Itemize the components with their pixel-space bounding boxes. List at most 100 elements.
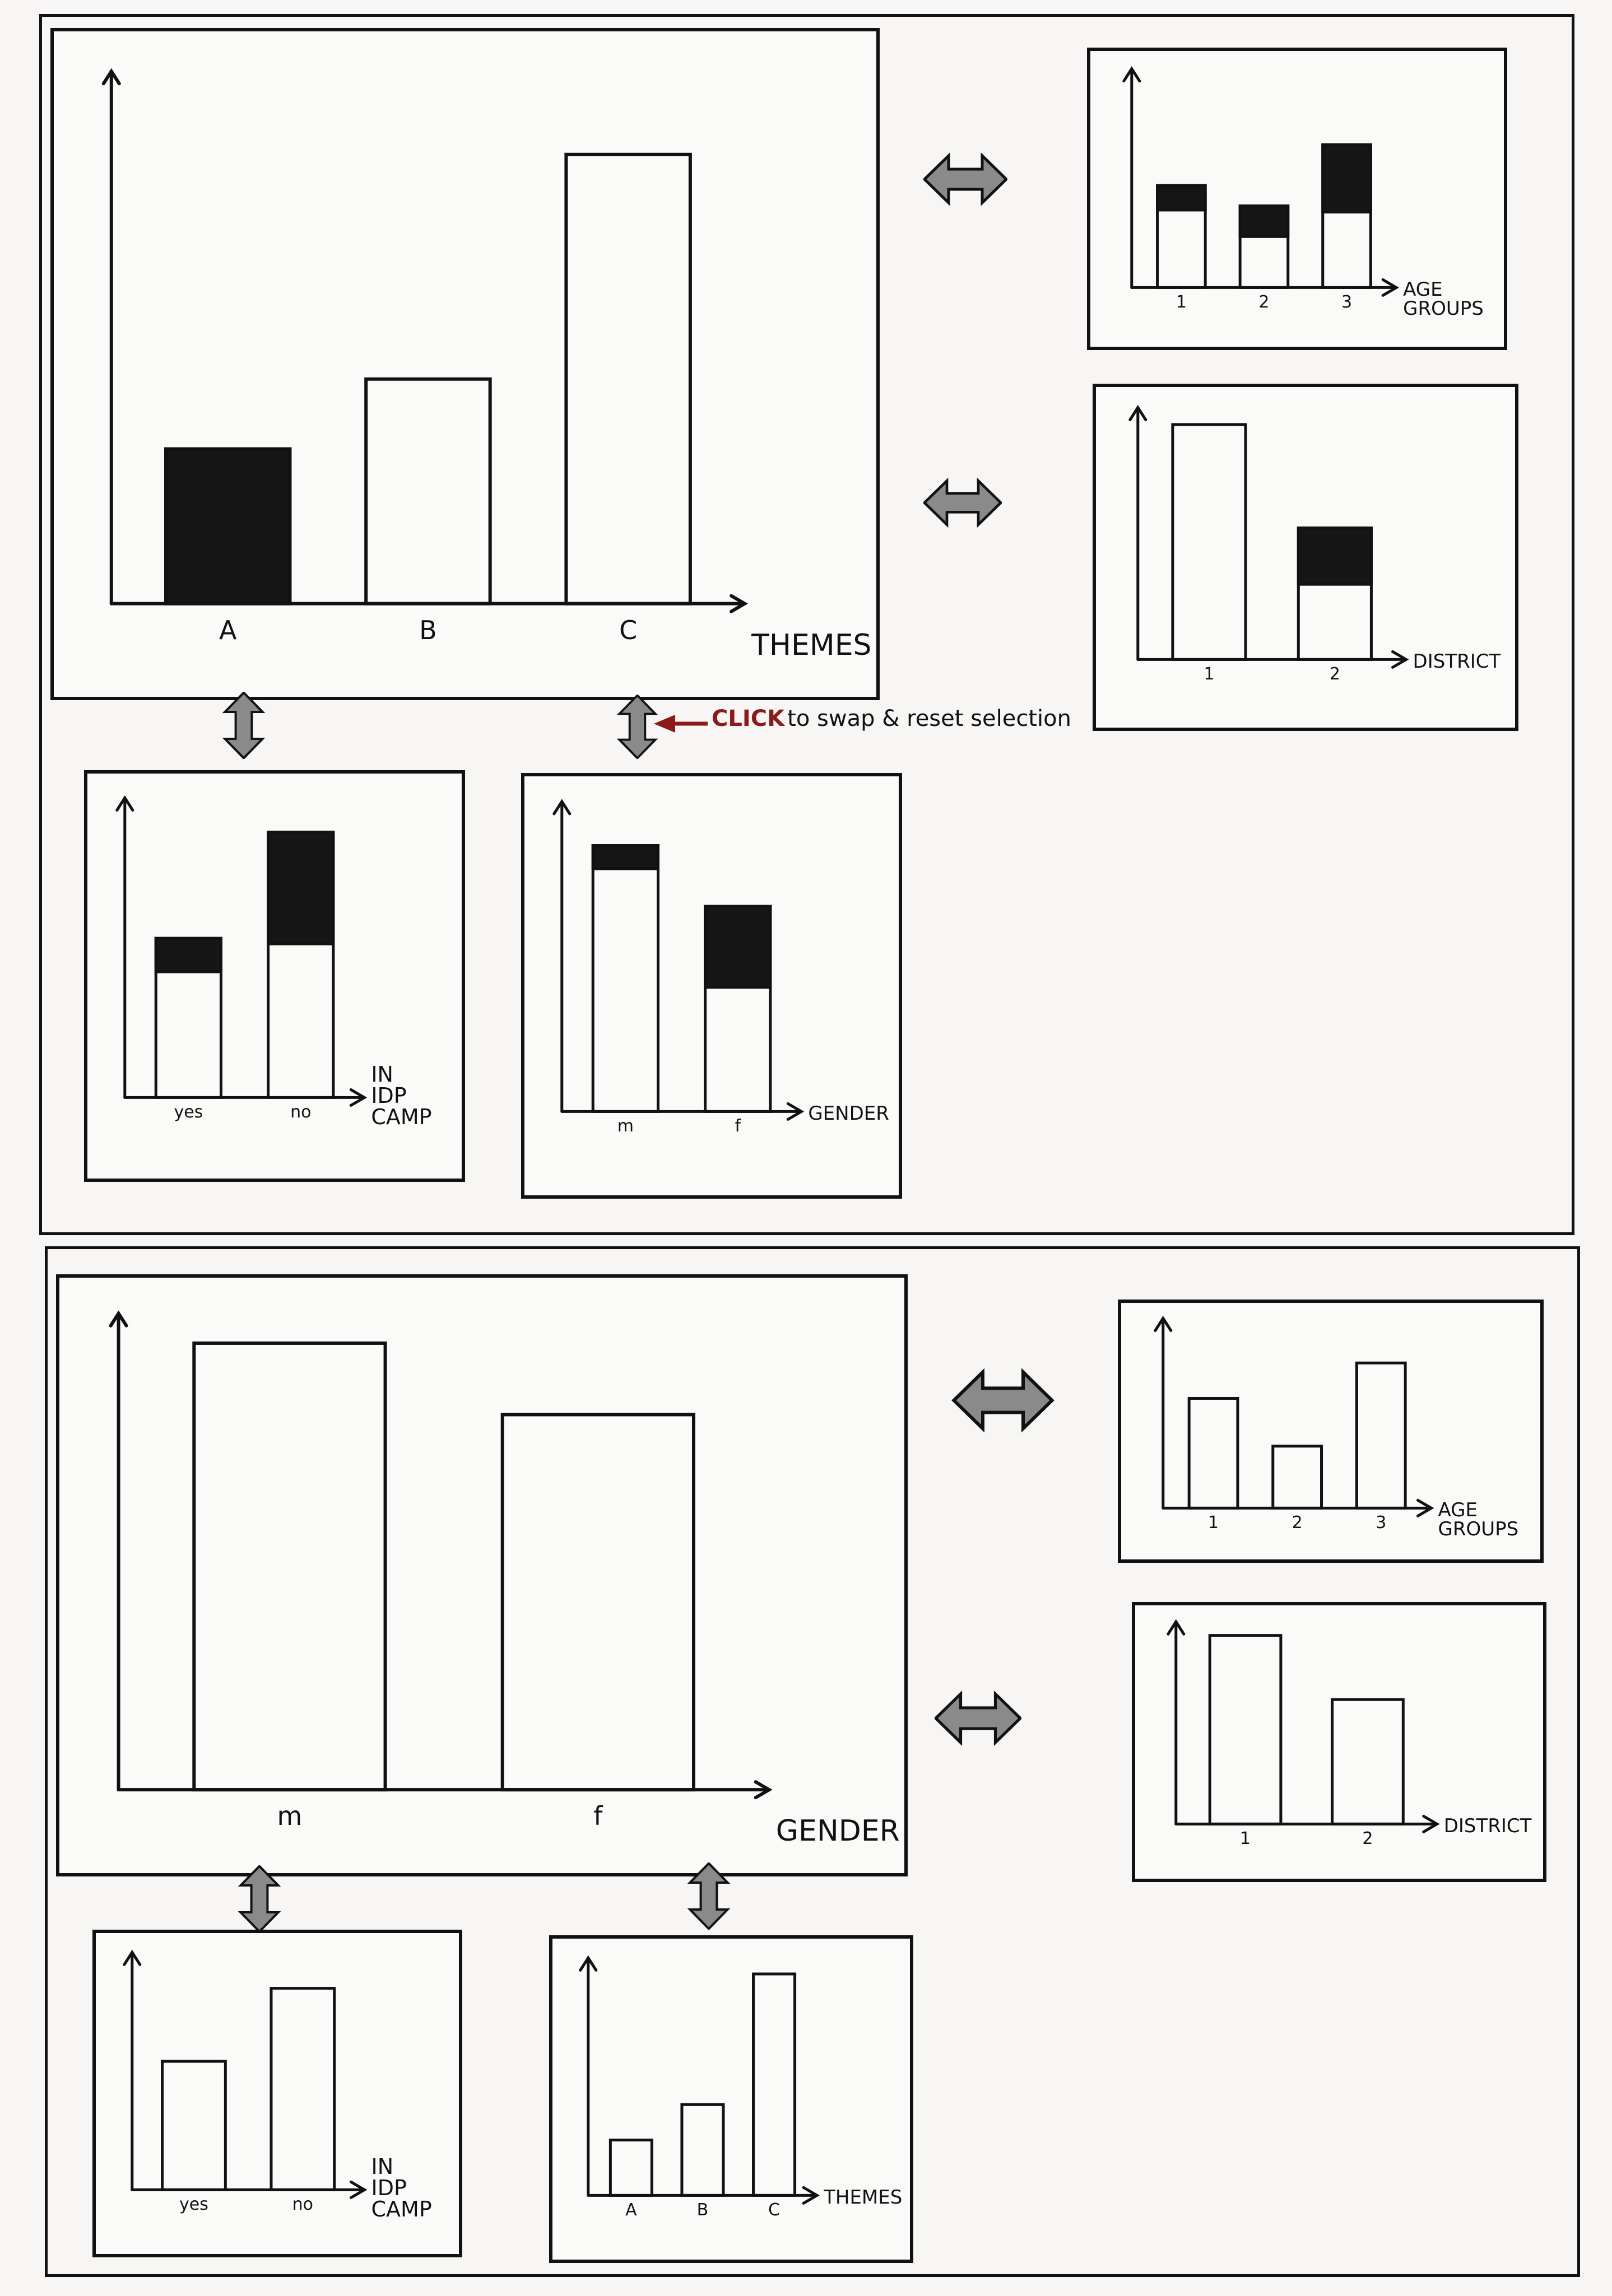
tick-label: 2 <box>1258 292 1270 313</box>
selected-portion-1 <box>1156 184 1207 212</box>
x-axis-label: DISTRICT <box>1413 652 1501 671</box>
bar-2 <box>1271 1445 1323 1510</box>
bar-yes <box>161 2060 227 2191</box>
tick-label: 1 <box>1204 664 1215 684</box>
selected-portion-2 <box>1238 204 1290 238</box>
y-axis <box>123 1949 142 2191</box>
x-axis-label-line: THEMES <box>751 628 872 662</box>
tick-label: B <box>696 2200 709 2220</box>
bottom-district-chart[interactable]: 1 2 DISTRICT <box>1132 1602 1546 1882</box>
selected-portion-f <box>704 905 772 989</box>
tick-label: 2 <box>1292 1513 1303 1533</box>
selected-portion-yes <box>154 937 222 974</box>
top-idp-camp-chart[interactable]: yes no IN IDP CAMP <box>84 770 465 1182</box>
bar-B <box>680 2103 725 2197</box>
x-axis-label: GENDER <box>776 1817 900 1846</box>
tick-label: A <box>625 2200 637 2220</box>
sketch-frame-top <box>39 14 1574 1235</box>
bottom-age-groups-chart[interactable]: 1 2 3 AGE GROUPS <box>1118 1300 1544 1563</box>
x-axis-label: IN IDP CAMP <box>371 1064 431 1128</box>
tick-label: yes <box>179 2195 208 2215</box>
double-arrow-horizontal-icon[interactable] <box>935 1689 1021 1748</box>
x-axis-label-line: GROUPS <box>1438 1517 1519 1540</box>
x-axis-label-line: DISTRICT <box>1413 650 1501 673</box>
tick-label: 2 <box>1362 1829 1373 1849</box>
top-district-chart[interactable]: 1 2 DISTRICT <box>1093 384 1518 731</box>
sketch-frame-bottom <box>45 1246 1580 2277</box>
bar-C <box>564 152 692 606</box>
selected-portion-2 <box>1297 526 1373 586</box>
x-axis-label-line: CAMP <box>371 1104 432 1129</box>
x-axis-label-line: AGE <box>1438 1498 1478 1521</box>
double-arrow-vertical-icon[interactable] <box>684 1862 734 1930</box>
selected-portion-no <box>267 830 335 946</box>
double-arrow-vertical-icon[interactable] <box>614 695 661 759</box>
tick-label: no <box>292 2195 314 2215</box>
top-age-groups-chart[interactable]: 1 2 3 AGE GROUPS <box>1087 48 1507 350</box>
top-gender-chart[interactable]: m f GENDER <box>521 773 902 1199</box>
bar-3 <box>1355 1361 1407 1510</box>
tick-label: m <box>617 1116 634 1137</box>
tick-label: 2 <box>1329 664 1340 684</box>
top-main-chart[interactable]: A B C THEMES <box>50 28 880 700</box>
bar-A <box>608 2139 653 2197</box>
double-arrow-horizontal-icon[interactable] <box>923 476 1002 529</box>
y-axis <box>552 799 572 1113</box>
y-axis <box>109 1310 128 1792</box>
x-axis-label-line: GENDER <box>775 1814 900 1848</box>
tick-label: no <box>290 1102 312 1123</box>
bottom-themes-chart[interactable]: A B C THEMES <box>549 1935 913 2263</box>
x-axis-label-line: DISTRICT <box>1443 1814 1532 1837</box>
x-axis-label: IN IDP CAMP <box>371 2156 432 2220</box>
x-axis-label-line: IDP <box>371 1083 407 1108</box>
x-axis-label: GENDER <box>808 1104 889 1123</box>
tick-label: f <box>735 1116 741 1137</box>
tick-label: 1 <box>1208 1513 1219 1533</box>
bar-2 <box>1331 1698 1405 1825</box>
double-arrow-horizontal-icon[interactable] <box>923 151 1007 207</box>
bar-m <box>591 844 659 1113</box>
x-axis-label-line: THEMES <box>824 2186 903 2209</box>
selected-portion-m <box>591 844 659 870</box>
x-axis-label: THEMES <box>824 2188 902 2207</box>
y-axis <box>1167 1619 1186 1825</box>
red-arrow-icon <box>654 715 708 733</box>
tick-label: 1 <box>1240 1829 1251 1849</box>
tick-label: C <box>619 614 638 645</box>
y-axis <box>579 1955 598 2197</box>
x-axis-label-line: IDP <box>371 2175 407 2200</box>
swap-reset-note: CLICK to swap & reset selection <box>712 707 1071 730</box>
tick-label: m <box>277 1801 303 1832</box>
double-arrow-horizontal-icon[interactable] <box>947 1367 1059 1434</box>
bottom-idp-camp-chart[interactable]: yes no IN IDP CAMP <box>92 1930 462 2257</box>
y-axis <box>115 795 134 1099</box>
tick-label: A <box>219 614 237 645</box>
x-axis-label-line: CAMP <box>371 2196 432 2222</box>
tick-label: f <box>593 1801 603 1832</box>
x-axis-label: AGE GROUPS <box>1438 1501 1519 1539</box>
selected-portion-3 <box>1321 143 1372 214</box>
tick-label: yes <box>174 1102 203 1123</box>
x-axis-label: THEMES <box>751 631 871 660</box>
double-arrow-vertical-icon[interactable] <box>219 692 269 759</box>
x-axis-label: AGE GROUPS <box>1403 280 1484 318</box>
bar-A <box>164 447 292 606</box>
bar-1 <box>1187 1396 1239 1510</box>
y-axis <box>1122 66 1141 289</box>
tick-label: 3 <box>1341 292 1353 313</box>
y-axis <box>1154 1315 1173 1510</box>
x-axis-label-line: IN <box>371 2154 394 2179</box>
tick-label: C <box>768 2200 781 2220</box>
bar-B <box>364 377 492 606</box>
x-axis-label-line: GENDER <box>808 1102 889 1125</box>
x-axis-label: DISTRICT <box>1444 1817 1532 1836</box>
bar-f <box>500 1413 695 1792</box>
swap-reset-text: to swap & reset selection <box>787 706 1071 732</box>
bar-m <box>192 1341 387 1792</box>
tick-label: B <box>419 614 437 645</box>
x-axis-label-line: IN <box>371 1061 393 1087</box>
double-arrow-vertical-icon[interactable] <box>234 1865 285 1932</box>
bottom-main-chart[interactable]: m f GENDER <box>56 1274 908 1876</box>
bar-1 <box>1208 1634 1283 1825</box>
y-axis <box>1128 404 1148 661</box>
